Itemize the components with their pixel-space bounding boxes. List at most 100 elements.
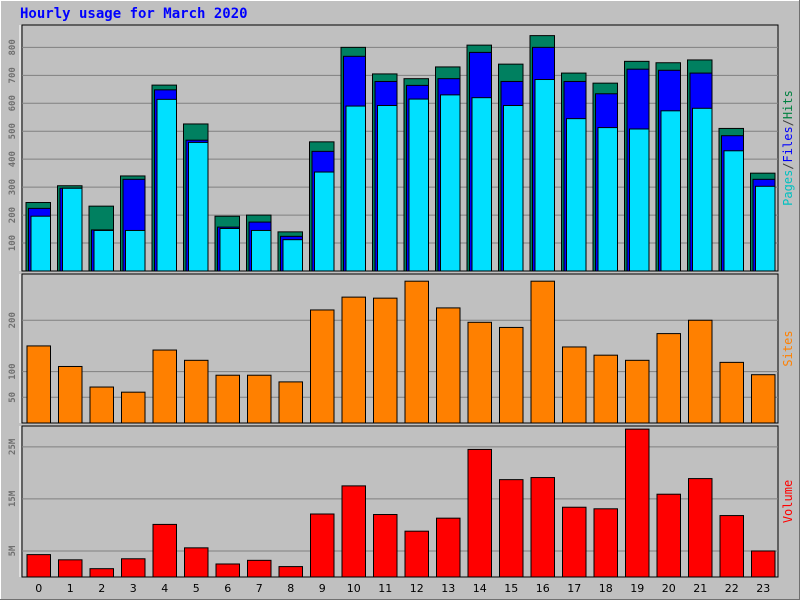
bar-sites-17: [562, 346, 587, 424]
bar-volume-6: [215, 563, 240, 578]
bar-volume-22: [719, 515, 744, 578]
chart-title: Hourly usage for March 2020: [20, 6, 248, 22]
bar-sites-11: [373, 297, 398, 424]
bar-pages-23: [755, 185, 776, 272]
bar-pages-12: [408, 98, 429, 272]
bar-sites-18: [593, 354, 618, 424]
x-tick-label-4: 4: [161, 582, 168, 595]
y-tick-label-hits-files-pages: 200: [8, 207, 18, 223]
x-tick-label-22: 22: [725, 582, 739, 595]
y-tick-label-hits-files-pages: 800: [8, 39, 18, 55]
x-tick-label-20: 20: [662, 582, 676, 595]
x-tick-label-5: 5: [193, 582, 200, 595]
y-tick-label-volume: 25M: [8, 438, 18, 455]
y-axis-label-part: Sites: [781, 330, 795, 366]
bar-pages-1: [62, 187, 83, 272]
x-tick-label-1: 1: [67, 582, 74, 595]
bar-volume-1: [58, 559, 83, 578]
bar-sites-14: [467, 321, 492, 424]
bar-volume-19: [625, 428, 650, 578]
x-tick-label-23: 23: [756, 582, 770, 595]
bar-pages-8: [282, 239, 303, 272]
x-tick-label-0: 0: [35, 582, 42, 595]
bar-pages-13: [440, 94, 461, 272]
x-tick-label-19: 19: [630, 582, 644, 595]
bar-volume-11: [373, 514, 398, 578]
bar-sites-16: [530, 280, 555, 424]
bar-sites-13: [436, 307, 461, 424]
y-axis-label-part: Files: [781, 126, 795, 162]
x-tick-label-18: 18: [599, 582, 613, 595]
plot-area-sites: [21, 273, 779, 424]
x-tick-label-10: 10: [347, 582, 361, 595]
bar-pages-7: [251, 229, 272, 272]
x-tick-label-14: 14: [473, 582, 487, 595]
bar-sites-9: [310, 309, 335, 424]
bar-sites-19: [625, 359, 650, 424]
bar-pages-15: [503, 105, 524, 272]
y-axis-label-part: Pages: [781, 170, 795, 206]
y-axis-label-hits-files-pages: Pages/Files/Hits: [781, 90, 795, 206]
bar-volume-10: [341, 485, 366, 578]
x-tick-label-2: 2: [98, 582, 105, 595]
bar-pages-20: [660, 110, 681, 272]
bar-sites-5: [184, 359, 209, 424]
bar-volume-0: [26, 554, 51, 578]
plot-area-hits-files-pages: [21, 24, 779, 272]
y-tick-label-sites: 200: [8, 312, 18, 328]
bar-volume-18: [593, 508, 618, 578]
bar-volume-14: [467, 448, 492, 578]
bar-sites-4: [152, 349, 177, 424]
bar-pages-2: [93, 229, 114, 272]
bar-volume-13: [436, 517, 461, 578]
bar-sites-21: [688, 319, 713, 424]
bar-sites-22: [719, 361, 744, 424]
bar-volume-23: [751, 550, 776, 578]
x-tick-label-7: 7: [256, 582, 263, 595]
bar-sites-12: [404, 280, 429, 424]
y-tick-label-hits-files-pages: 300: [8, 179, 18, 195]
x-tick-label-13: 13: [441, 582, 455, 595]
bar-volume-8: [278, 566, 303, 578]
bar-sites-20: [656, 333, 681, 424]
bar-pages-19: [629, 128, 650, 272]
plot-area-volume: [21, 425, 779, 578]
bar-sites-15: [499, 326, 524, 424]
bar-volume-7: [247, 559, 272, 578]
bar-volume-15: [499, 479, 524, 578]
y-tick-label-sites: 50: [8, 392, 18, 403]
bar-pages-9: [314, 171, 335, 272]
y-tick-label-sites: 100: [8, 363, 18, 379]
bar-pages-18: [597, 127, 618, 272]
bar-pages-10: [345, 105, 366, 272]
x-tick-label-15: 15: [504, 582, 518, 595]
bar-volume-9: [310, 513, 335, 578]
bar-sites-1: [58, 365, 83, 424]
bar-sites-3: [121, 391, 146, 424]
bar-sites-6: [215, 374, 240, 424]
bar-pages-5: [188, 141, 209, 272]
bar-sites-10: [341, 296, 366, 424]
bar-sites-0: [26, 345, 51, 424]
x-tick-label-12: 12: [410, 582, 424, 595]
y-tick-label-hits-files-pages: 700: [8, 67, 18, 83]
bar-volume-3: [121, 558, 146, 578]
bar-pages-6: [219, 228, 240, 272]
x-tick-label-11: 11: [378, 582, 392, 595]
y-axis-label-part: /: [781, 119, 795, 126]
bar-sites-23: [751, 374, 776, 424]
x-tick-label-6: 6: [224, 582, 231, 595]
y-axis-label-volume: Volume: [781, 480, 795, 523]
bar-pages-4: [156, 98, 177, 272]
bar-pages-0: [30, 215, 51, 272]
bar-sites-2: [89, 386, 114, 424]
x-tick-label-21: 21: [693, 582, 707, 595]
y-axis-label-part: Volume: [781, 480, 795, 523]
y-tick-label-volume: 5M: [8, 545, 18, 556]
bar-sites-8: [278, 381, 303, 424]
bar-volume-5: [184, 547, 209, 578]
y-axis-label-sites: Sites: [781, 330, 795, 366]
bar-volume-21: [688, 478, 713, 578]
